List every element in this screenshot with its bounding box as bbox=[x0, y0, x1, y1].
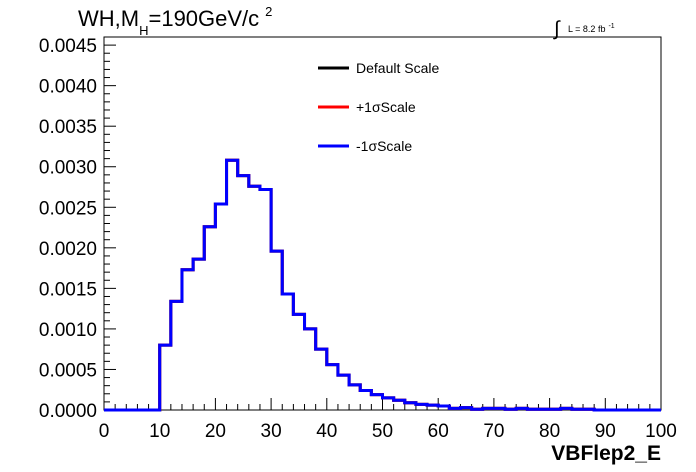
y-tick-label: 0.0035 bbox=[39, 117, 97, 138]
x-tick-label: 40 bbox=[316, 421, 337, 442]
x-tick-label: 0 bbox=[99, 421, 110, 442]
legend-label: Default Scale bbox=[356, 60, 439, 76]
luminosity-exponent: -1 bbox=[608, 23, 614, 30]
y-tick-label: 0.0010 bbox=[39, 320, 97, 341]
y-tick-label: 0.0005 bbox=[39, 360, 97, 381]
title-subscript: H bbox=[139, 23, 148, 38]
y-tick-label: 0.0040 bbox=[39, 77, 97, 98]
luminosity-value: L = 8.2 fb bbox=[568, 24, 605, 34]
x-axis-title: VBFlep2_E bbox=[551, 442, 661, 465]
series-line-0 bbox=[104, 158, 661, 412]
series-layer bbox=[104, 158, 661, 412]
title-prefix: WH,M bbox=[78, 6, 139, 31]
x-tick-label: 80 bbox=[539, 421, 560, 442]
y-tick-label: 0.0015 bbox=[39, 279, 97, 300]
plot-frame bbox=[103, 36, 662, 411]
chart-title: WH,MH=190GeV/c 2 bbox=[78, 4, 272, 38]
x-tick-label: 30 bbox=[261, 421, 282, 442]
y-tick-label: 0.0025 bbox=[39, 198, 97, 219]
x-tick-label: 100 bbox=[645, 421, 677, 442]
y-tick-label: 0.0020 bbox=[39, 239, 97, 260]
legend-label: +1σScale bbox=[356, 99, 416, 115]
title-middle: =190GeV/c bbox=[148, 6, 259, 31]
series-line-2 bbox=[104, 158, 661, 412]
legend: Default Scale +1σScale -1σScale bbox=[318, 60, 439, 154]
x-tick-label: 70 bbox=[483, 421, 504, 442]
x-tick-label: 20 bbox=[205, 421, 226, 442]
luminosity-label: L = 8.2 fb -1 bbox=[568, 23, 615, 34]
x-axis: 0 10 20 30 40 50 60 70 80 90 100 bbox=[99, 398, 677, 442]
y-tick-label: 0.0000 bbox=[39, 401, 97, 422]
legend-label: -1σScale bbox=[356, 138, 412, 154]
y-tick-label: 0.0045 bbox=[39, 36, 97, 57]
x-tick-label: 60 bbox=[428, 421, 449, 442]
integral-symbol: ∫ bbox=[553, 18, 561, 40]
x-tick-label: 10 bbox=[149, 421, 170, 442]
x-tick-label: 50 bbox=[372, 421, 393, 442]
y-tick-label: 0.0030 bbox=[39, 158, 97, 179]
x-tick-label: 90 bbox=[595, 421, 616, 442]
title-superscript: 2 bbox=[265, 4, 272, 19]
y-axis: 0.0000 0.0005 0.0010 0.0015 0.0020 0.0025 0.00… bbox=[39, 36, 116, 422]
series-line-1 bbox=[104, 158, 661, 412]
